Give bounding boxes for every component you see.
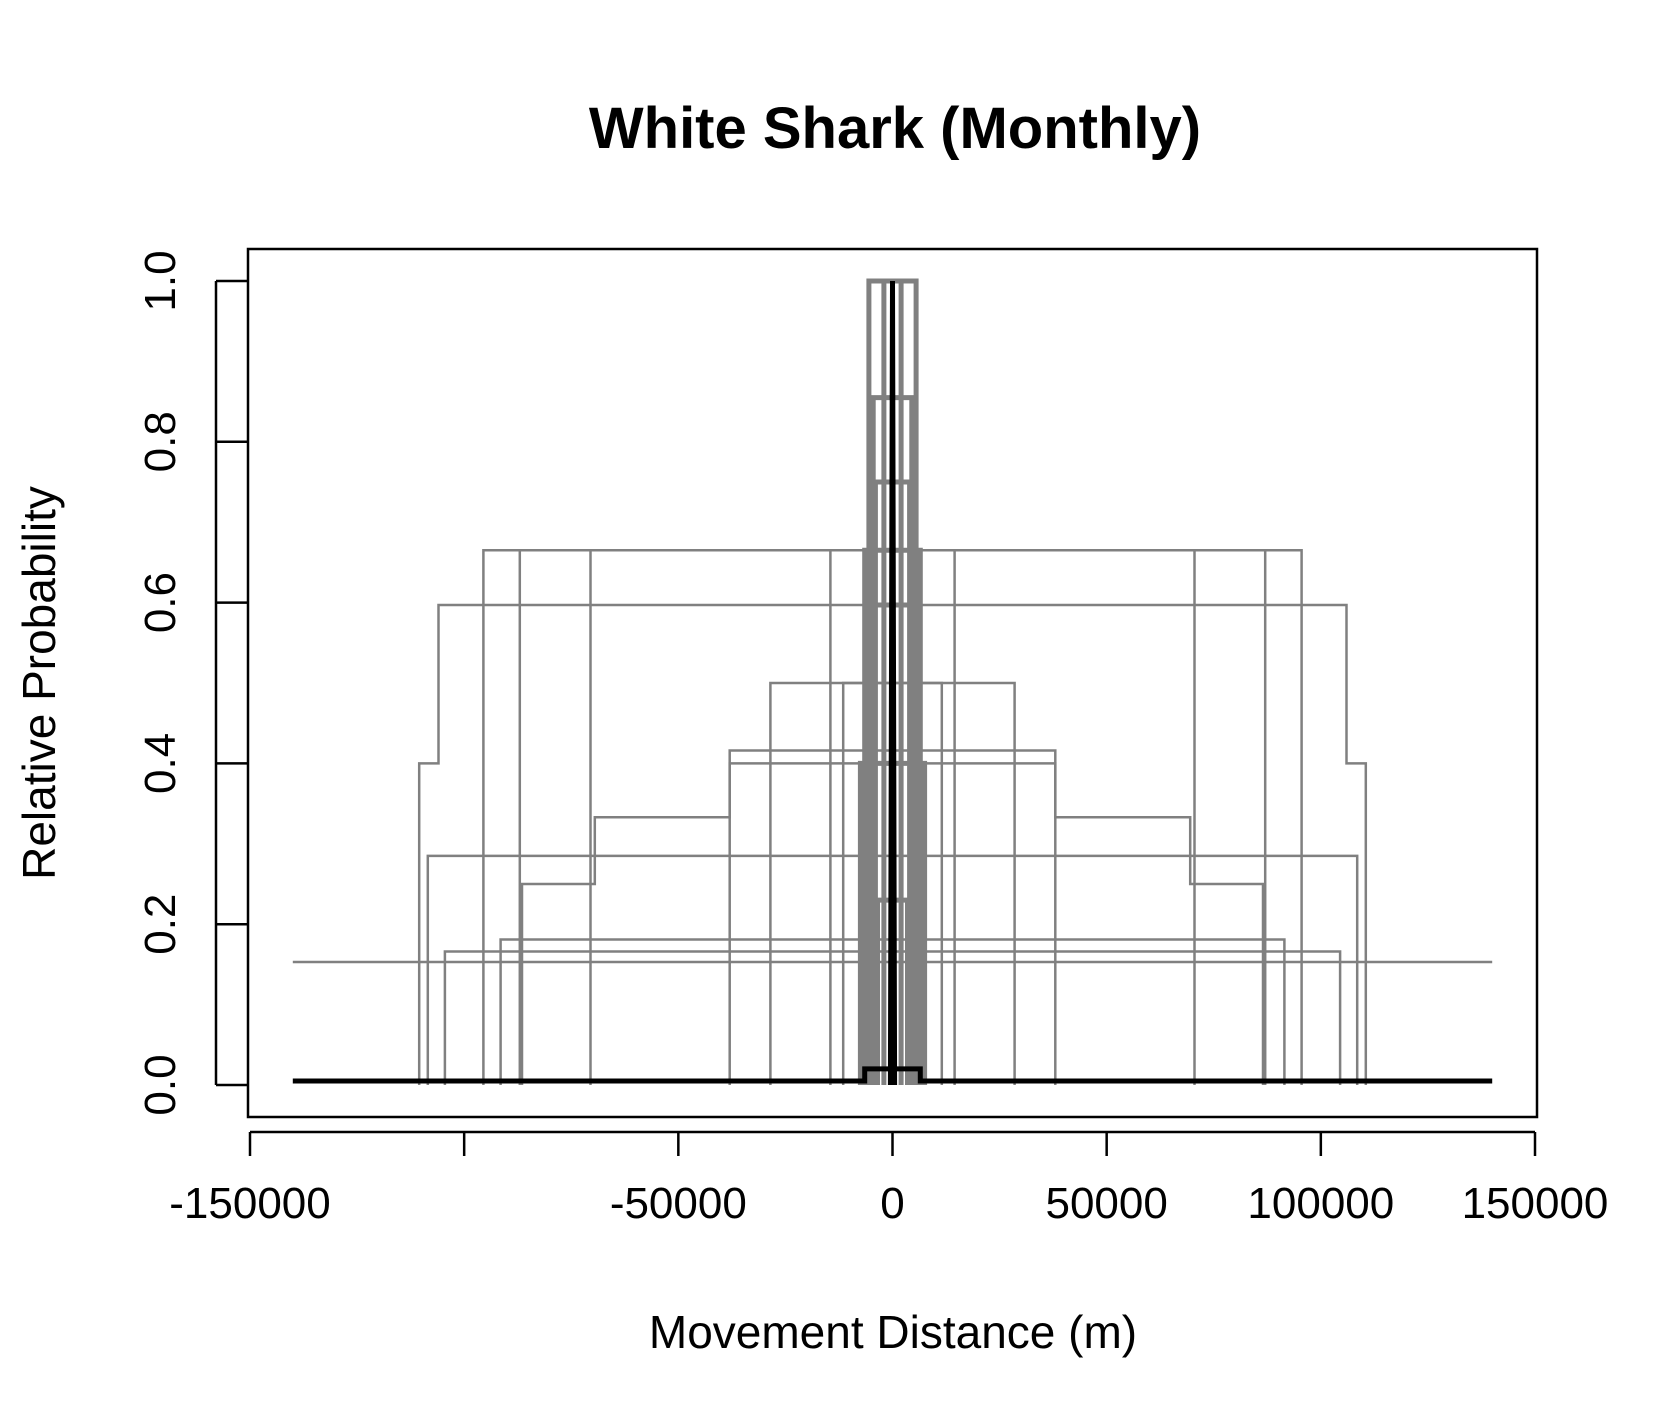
x-tick-label: -150000 (169, 1179, 330, 1228)
y-axis-label: Relative Probability (13, 486, 65, 880)
y-tick-label: 1.0 (136, 250, 185, 311)
x-tick-label: 0 (880, 1179, 904, 1228)
y-tick-label: 0.6 (136, 572, 185, 633)
series-layer (292, 278, 1493, 1086)
x-tick-label: 100000 (1247, 1179, 1394, 1228)
y-tick-label: 0.2 (136, 894, 185, 955)
x-tick-label: 50000 (1045, 1179, 1167, 1228)
chart-title: White Shark (Monthly) (589, 96, 1201, 161)
plot-frame (246, 247, 1539, 1119)
y-tick-label: 0.8 (136, 411, 185, 472)
mean-series-line-22 (887, 280, 898, 1086)
x-tick-label: -50000 (610, 1179, 747, 1228)
y-tick-label: 0.0 (136, 1054, 185, 1115)
x-tick-label: 150000 (1462, 1179, 1609, 1228)
x-axis: -150000 -50000 0 50000 100000 150000 (169, 1130, 1609, 1228)
y-axis: 0.0 0.2 0.4 0.6 0.8 1.0 (136, 250, 248, 1116)
x-axis-label: Movement Distance (m) (649, 1306, 1137, 1358)
y-tick-label: 0.4 (136, 733, 185, 794)
